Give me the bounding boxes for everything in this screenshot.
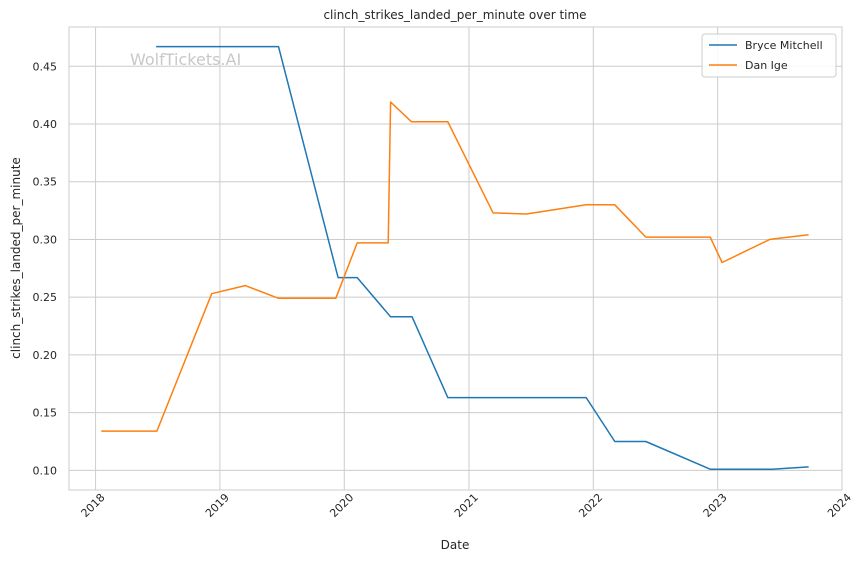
y-tick-label: 0.35 — [33, 176, 58, 189]
series-layer — [101, 45, 809, 470]
chart-title: clinch_strikes_landed_per_minute over ti… — [323, 8, 586, 22]
y-tick-labels: 0.10 0.15 0.20 0.25 0.30 0.35 0.40 0.45 — [33, 60, 58, 477]
watermark-text: WolfTickets.AI — [130, 50, 241, 69]
series-line-1 — [101, 101, 809, 432]
legend-label-0: Bryce Mitchell — [745, 39, 823, 52]
legend: Bryce Mitchell Dan Ige — [701, 33, 837, 78]
y-tick-label: 0.40 — [33, 118, 58, 131]
legend-label-1: Dan Ige — [745, 59, 788, 72]
plot-frame — [68, 26, 843, 491]
y-tick-label: 0.15 — [33, 407, 58, 420]
series-line-0 — [156, 45, 809, 470]
plot-area — [69, 27, 842, 490]
y-tick-label: 0.45 — [33, 60, 58, 73]
y-tick-label: 0.30 — [33, 233, 58, 246]
x-axis-label: Date — [441, 538, 470, 552]
y-tick-label: 0.25 — [33, 291, 58, 304]
y-axis-label: clinch_strikes_landed_per_minute — [9, 157, 23, 359]
y-gridlines — [69, 65, 842, 471]
y-tick-label: 0.10 — [33, 464, 58, 477]
y-tick-label: 0.20 — [33, 349, 58, 362]
